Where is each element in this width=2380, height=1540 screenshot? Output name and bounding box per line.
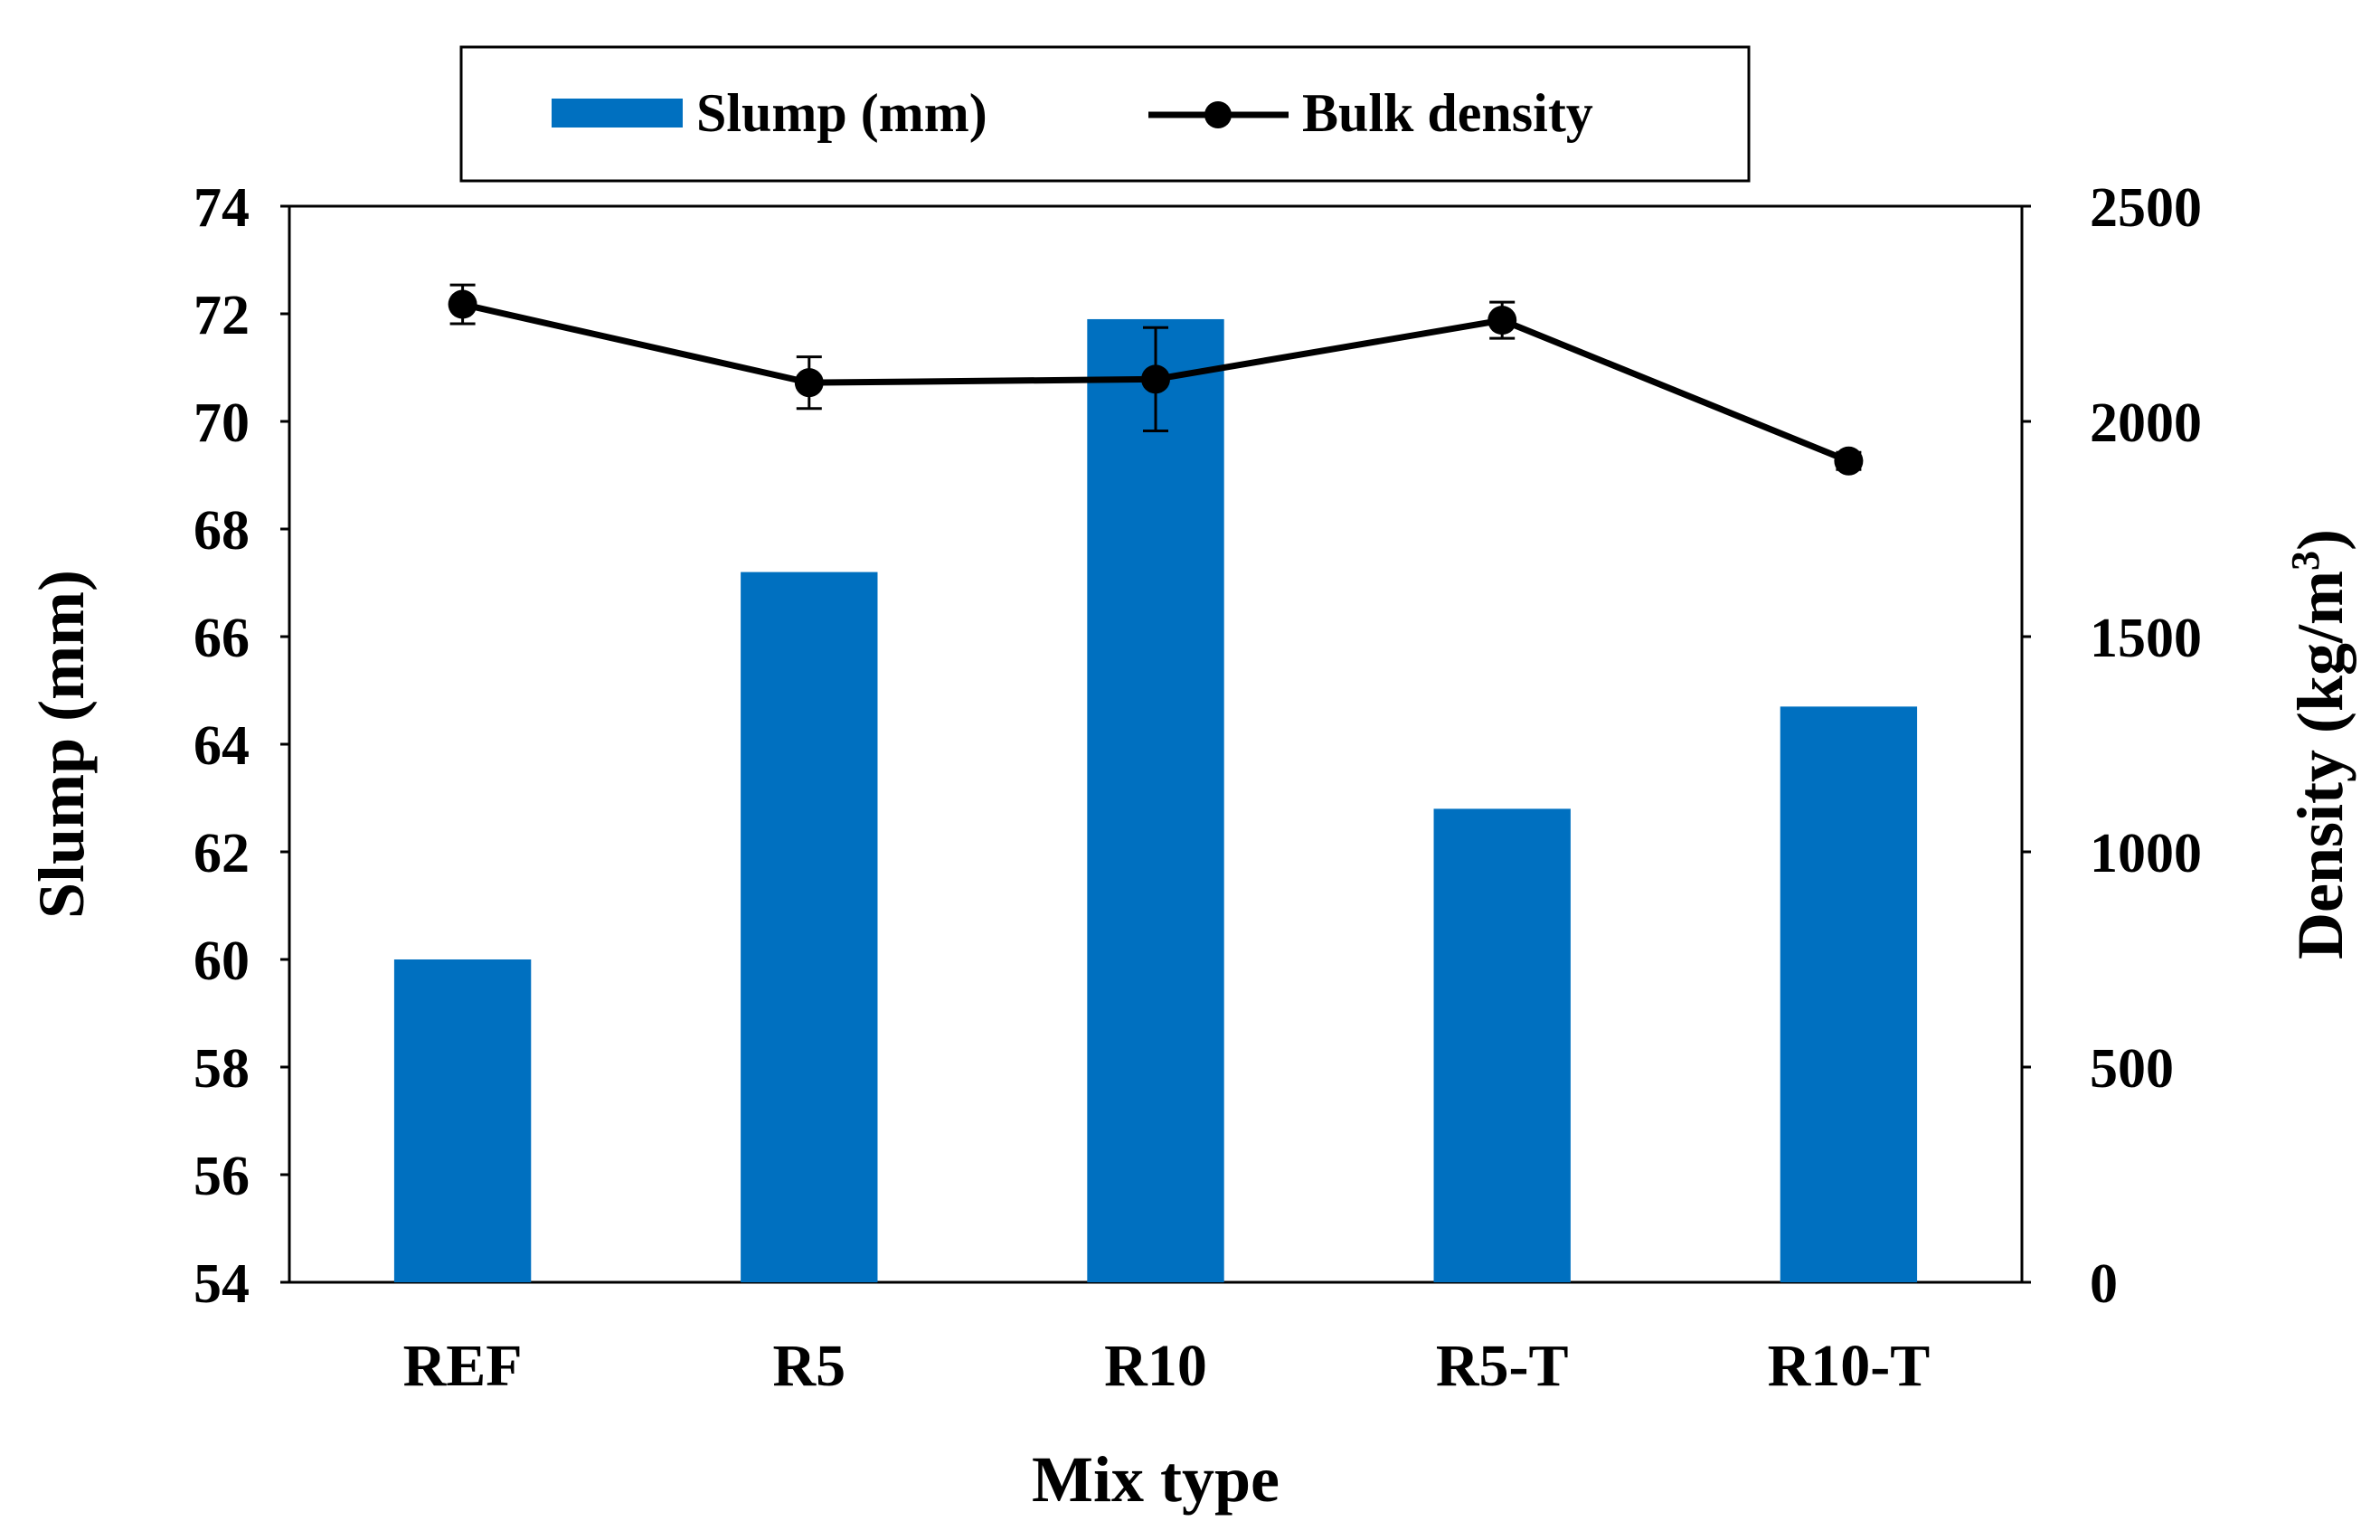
y-tick-label: 54 [194, 1253, 250, 1315]
y-tick-label: 64 [194, 715, 250, 777]
bar-r5 [741, 572, 878, 1282]
y2-axis-title-close: ) [2284, 529, 2356, 551]
legend-swatch-slump [552, 99, 683, 128]
density-series [448, 283, 1864, 476]
density-point-r10 [1141, 364, 1170, 394]
y2-axis-title-sup: 3 [2283, 551, 2328, 571]
y-tick-label: 62 [194, 823, 250, 884]
x-axis: REF R5 R10 R5-T R10-T [403, 1333, 1931, 1399]
x-tick-label: R10-T [1768, 1333, 1931, 1399]
y2-tick-label: 500 [2090, 1038, 2174, 1100]
y2-axis-title-main: Density (kg/m [2284, 571, 2356, 959]
x-tick-label: REF [403, 1333, 523, 1399]
bar-ref [393, 959, 532, 1282]
y2-tick-label: 2000 [2090, 392, 2202, 454]
density-point-r5 [794, 368, 824, 398]
legend-label-density: Bulk density [1302, 83, 1593, 143]
y-axis-title: Slump (mm) [25, 570, 98, 919]
bar-r10 [1087, 318, 1224, 1283]
x-axis-title: Mix type [1032, 1443, 1280, 1516]
y-axis-right: 0 500 1000 1500 2000 2500 [2022, 177, 2202, 1315]
legend-marker-density [1204, 101, 1232, 128]
x-tick-label: R10 [1104, 1333, 1207, 1399]
density-point-r10-t [1834, 446, 1864, 476]
legend-label-slump: Slump (mm) [696, 83, 987, 143]
bar-r5-t [1433, 808, 1571, 1282]
density-point-r5-t [1488, 306, 1517, 335]
y-tick-label: 60 [194, 931, 250, 992]
y-tick-label: 56 [194, 1146, 250, 1207]
slump-bars [393, 318, 1918, 1283]
y2-tick-label: 2500 [2090, 177, 2202, 239]
y-tick-label: 70 [194, 392, 250, 454]
y-axis-left: 54 56 58 60 62 64 66 68 70 72 74 [194, 177, 289, 1315]
density-point-ref [448, 289, 477, 319]
y2-axis-title: Density (kg/m3) [2283, 529, 2356, 959]
y-tick-label: 68 [194, 500, 250, 562]
y2-tick-label: 1500 [2090, 608, 2202, 669]
bar-r10-t [1780, 706, 1918, 1282]
y2-tick-label: 0 [2090, 1253, 2118, 1315]
y-tick-label: 58 [194, 1038, 250, 1100]
x-tick-label: R5 [772, 1333, 845, 1399]
y2-tick-label: 1000 [2090, 823, 2202, 884]
legend: Slump (mm) Bulk density [459, 45, 1751, 183]
y-tick-label: 66 [194, 608, 250, 669]
y-tick-label: 72 [194, 285, 250, 346]
x-tick-label: R5-T [1436, 1333, 1569, 1399]
y-tick-label: 74 [194, 177, 250, 239]
